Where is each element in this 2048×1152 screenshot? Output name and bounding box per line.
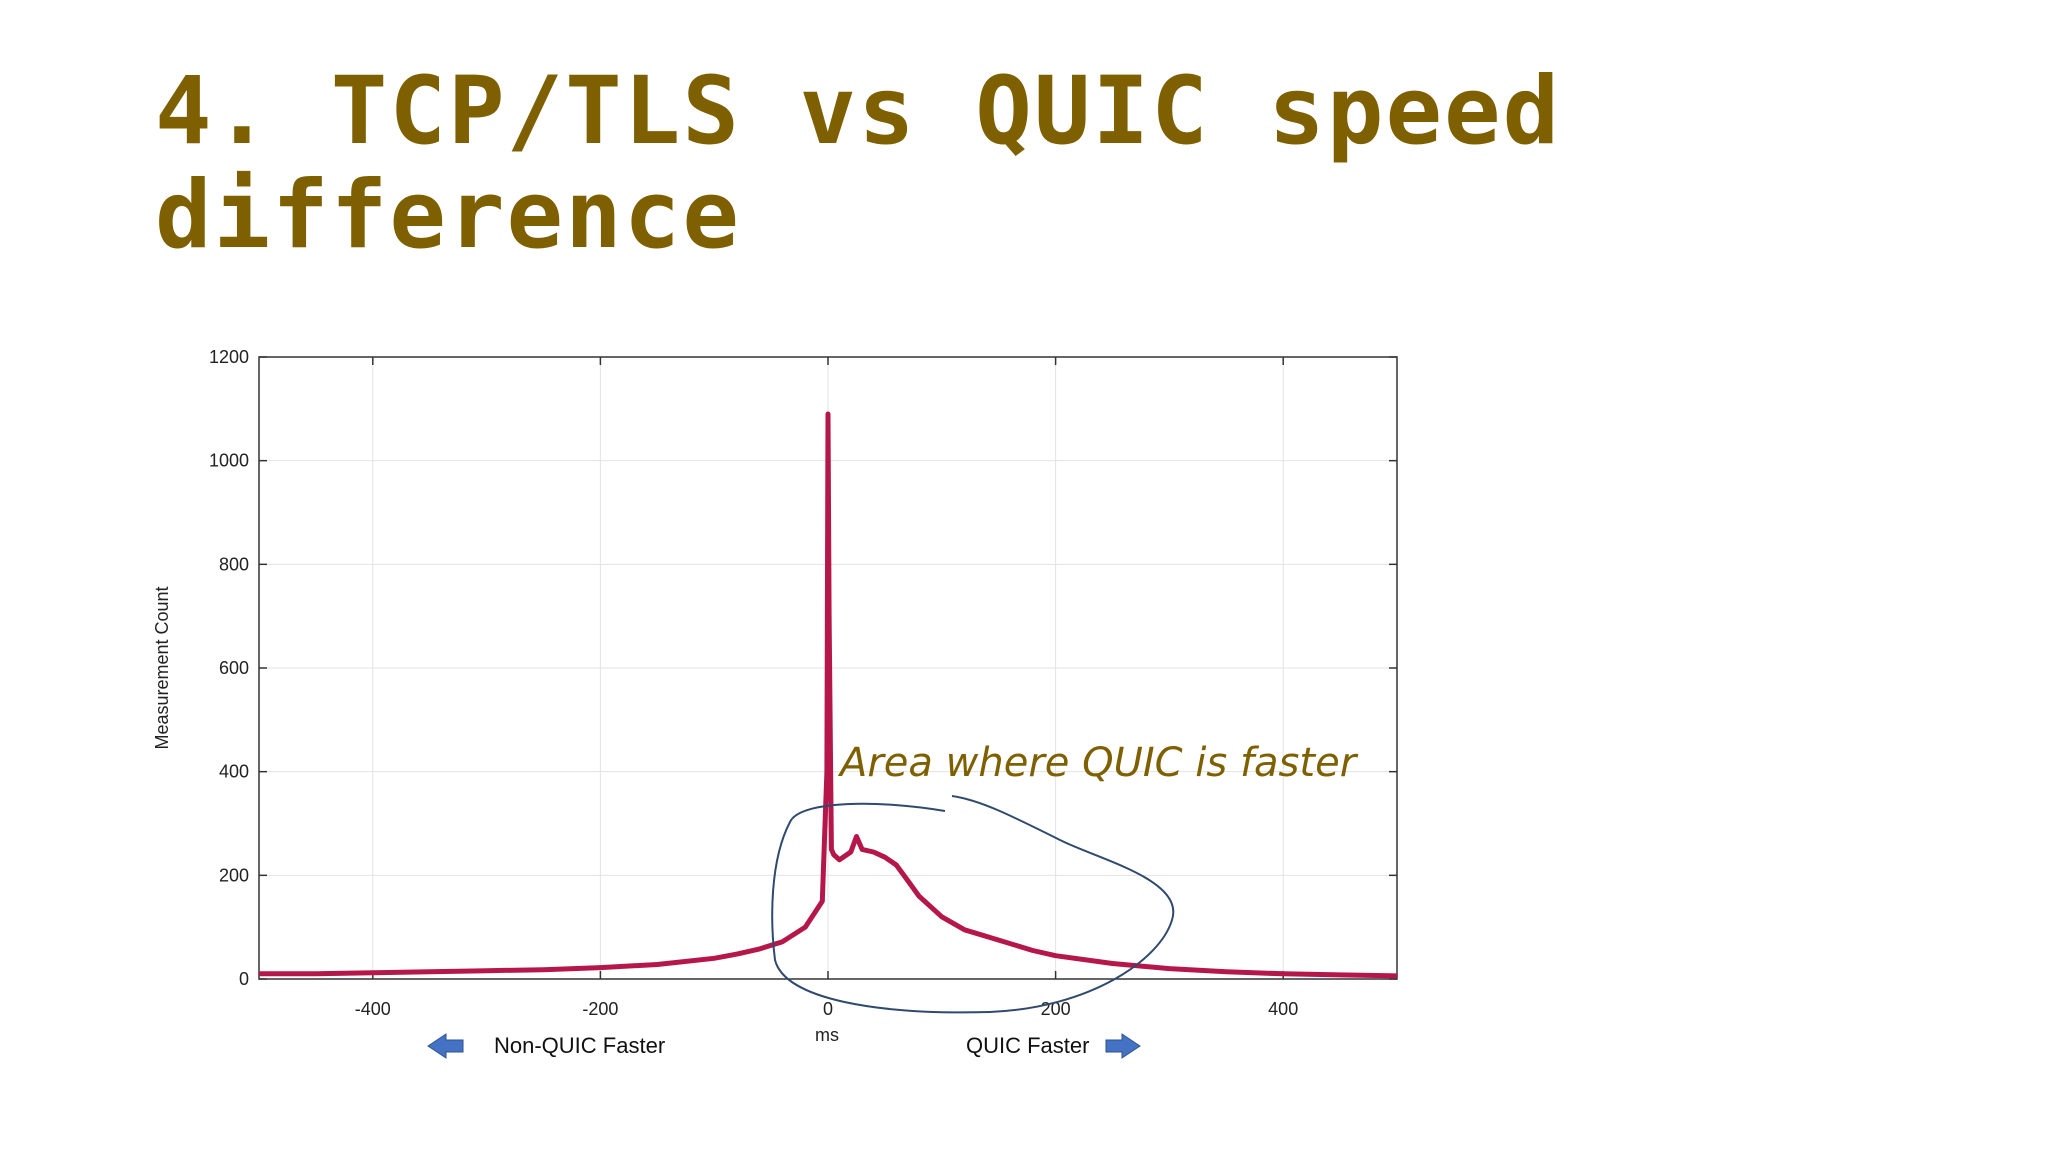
x-tick-label: 400 — [1268, 999, 1298, 1019]
y-tick-label: 400 — [219, 762, 249, 782]
slide-title: 4. TCP/TLS vs QUIC speed difference — [155, 60, 1955, 268]
y-tick-label: 1000 — [209, 451, 249, 471]
chart-ticks — [259, 356, 1397, 980]
y-tick-label: 800 — [219, 554, 249, 574]
annotation-circle — [771, 795, 1175, 1014]
series-line — [259, 411, 1398, 979]
y-tick-label: 600 — [219, 658, 249, 678]
annotation-label: Area where QUIC is faster — [837, 740, 1359, 786]
y-tick-label: 1200 — [209, 347, 249, 367]
y-axis-label: Measurement Count — [152, 586, 172, 749]
x-tick-label: 0 — [823, 999, 833, 1019]
right-arrow-icon — [1105, 1033, 1141, 1059]
y-tick-label: 0 — [239, 969, 249, 989]
x-axis-label: ms — [815, 1025, 839, 1045]
slide-title-line2: difference — [155, 161, 741, 270]
x-tick-label: -400 — [355, 999, 391, 1019]
y-tick-label: 200 — [219, 865, 249, 885]
x-tick-label: -200 — [582, 999, 618, 1019]
left-footer-label: Non-QUIC Faster — [494, 1033, 665, 1058]
slide-title-line1: 4. TCP/TLS vs QUIC speed — [155, 57, 1562, 166]
right-footer-label: QUIC Faster — [966, 1033, 1089, 1058]
left-arrow-icon — [427, 1033, 464, 1059]
